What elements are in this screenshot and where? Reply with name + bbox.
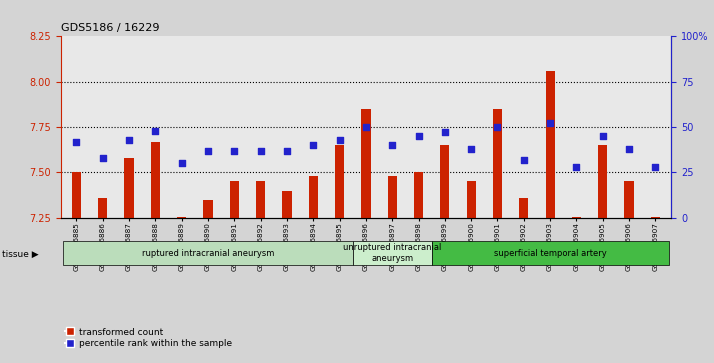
Bar [466,182,476,218]
Point [597,133,608,139]
Point [281,148,293,154]
Point [386,142,398,148]
Bar [388,176,397,218]
Bar [203,200,213,218]
Bar [308,176,318,218]
Bar [650,217,660,218]
Bar [414,172,423,218]
Point [518,157,530,163]
Bar [519,198,528,218]
Point [255,148,266,154]
Bar [545,71,555,218]
Bar [177,217,186,218]
Text: tissue ▶: tissue ▶ [2,250,39,259]
Bar [441,145,450,218]
Bar [493,109,502,218]
Bar [151,142,160,218]
Bar [256,182,266,218]
Point [570,164,582,170]
Bar [572,217,581,218]
Bar [230,182,239,218]
Point [544,121,555,126]
Bar [625,182,633,218]
Point [413,133,424,139]
Point [492,124,503,130]
Text: unruptured intracranial
aneurysm: unruptured intracranial aneurysm [343,244,441,263]
Point [466,146,477,152]
Bar [99,198,107,218]
Bar [72,172,81,218]
Point [150,128,161,134]
Point [202,148,213,154]
Point [124,137,135,143]
Bar [361,109,371,218]
Point [176,160,188,166]
Bar [335,145,344,218]
Point [228,148,240,154]
Text: GDS5186 / 16229: GDS5186 / 16229 [61,23,159,33]
FancyBboxPatch shape [64,241,353,265]
Point [439,130,451,135]
Legend: transformed count, percentile rank within the sample: transformed count, percentile rank withi… [65,327,232,348]
Point [334,137,346,143]
Bar [124,158,134,218]
Bar [282,191,291,218]
Bar [598,145,608,218]
Point [650,164,661,170]
Text: ruptured intracranial aneurysm: ruptured intracranial aneurysm [142,249,274,258]
FancyBboxPatch shape [353,241,432,265]
FancyBboxPatch shape [432,241,668,265]
Point [308,142,319,148]
Point [360,124,371,130]
Text: superficial temporal artery: superficial temporal artery [494,249,606,258]
Point [71,139,82,144]
Point [623,146,635,152]
Point [97,155,109,161]
